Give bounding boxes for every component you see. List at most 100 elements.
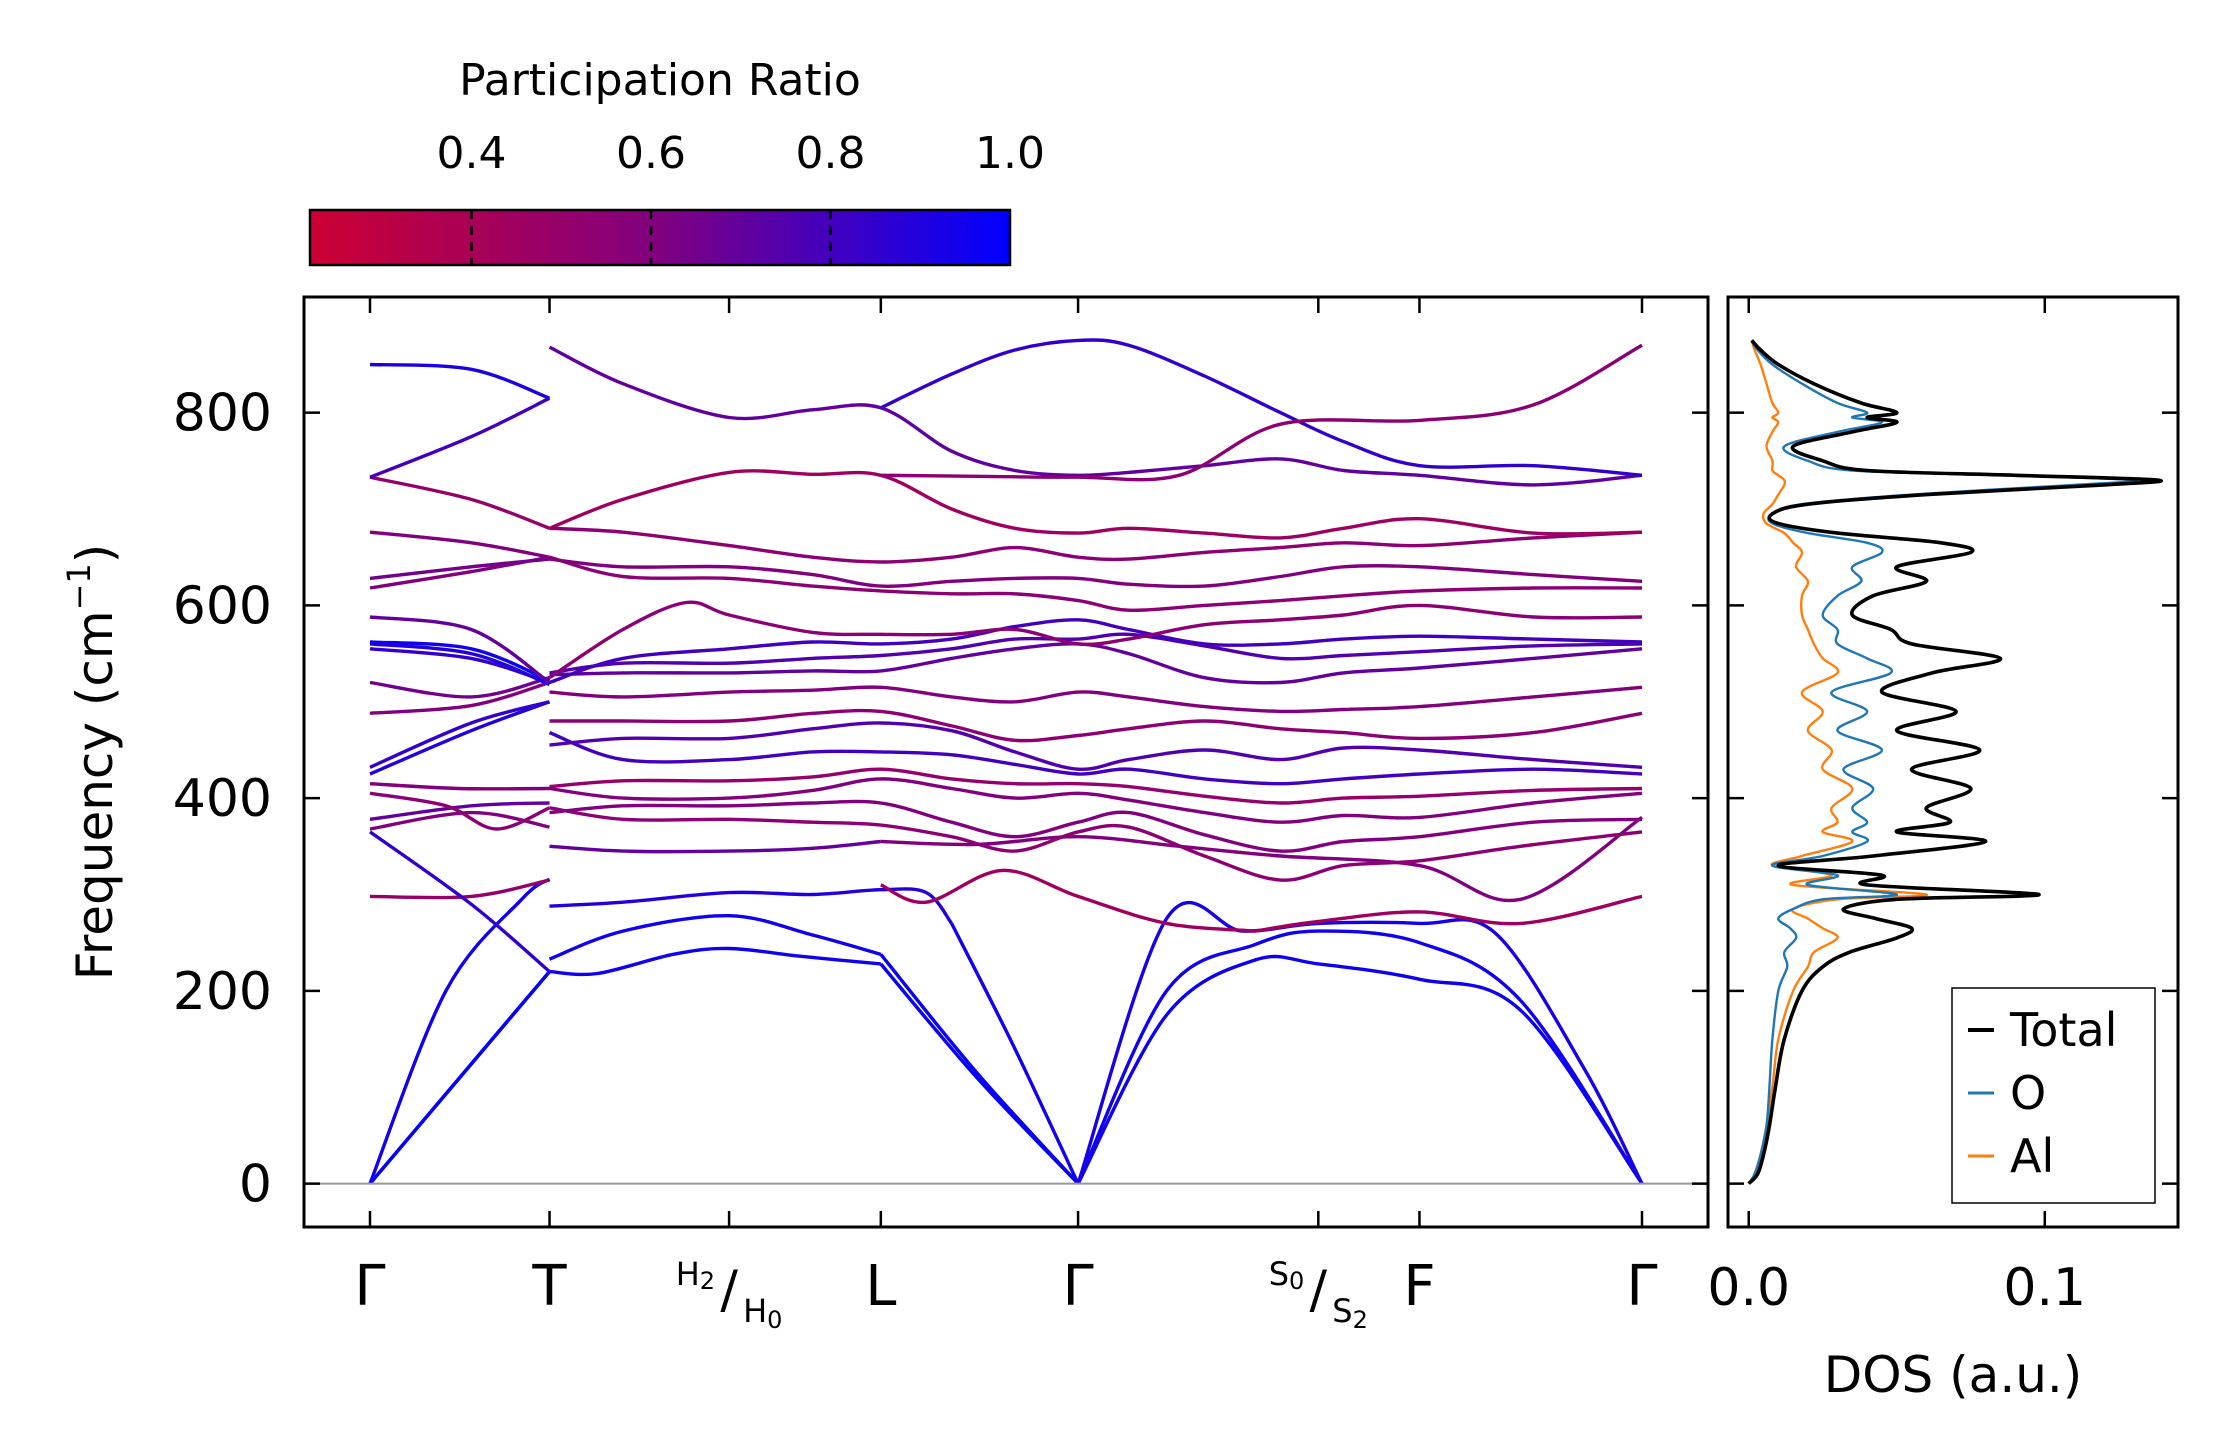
colorbar-tick-label: 0.8	[796, 128, 866, 179]
band-branch-23-segment-1	[369, 362, 551, 400]
band-branch-5-segment-3	[880, 815, 1643, 903]
legend-label-total: Total	[2009, 1003, 2117, 1057]
band-plot-frame	[302, 295, 1710, 1229]
band-branch-9-segment-2	[549, 767, 1643, 805]
band-branch-3-segment-1	[368, 877, 551, 1185]
y-tick-label: 400	[173, 769, 272, 829]
legend-label-al: Al	[2010, 1129, 2054, 1183]
band-branch-8-segment-1	[369, 791, 551, 831]
legend-label-o: O	[2010, 1066, 2046, 1120]
band-branch-7-segment-1	[369, 801, 550, 821]
kpoint-label: Γ	[1062, 1254, 1093, 1319]
kpoint-label: Γ	[1626, 1254, 1657, 1319]
svg-text:H0: H0	[743, 1292, 782, 1334]
band-branch-15-segment-2	[549, 632, 1643, 675]
y-tick-label: 200	[173, 962, 272, 1022]
band-branch-2-segment-4	[1076, 929, 1644, 1185]
dos-x-tick-label: 0.0	[1707, 1258, 1790, 1318]
band-branch-18-segment-2	[549, 555, 1643, 612]
colorbar-label: Participation Ratio	[459, 55, 861, 106]
band-branch-12-segment-1	[369, 680, 550, 715]
dos-panel: 0.0 0.1 DOS (a.u.) Total O Al	[1707, 295, 2180, 1404]
band-branch-2-segment-3	[879, 953, 1080, 1185]
colorbar-tick-label: 0.4	[437, 128, 507, 179]
dos-axis-ticks: 0.0 0.1	[1707, 297, 2178, 1318]
band-branch-21-segment-2	[548, 469, 1643, 540]
kpoint-label: L	[865, 1254, 896, 1319]
colorbar-gradient	[308, 208, 1012, 267]
band-branch-10-segment-1	[369, 700, 551, 776]
band-branch-11-segment-2	[549, 721, 1643, 771]
band-branch-4-segment-1	[369, 878, 550, 900]
band-branch-19-segment-2	[549, 557, 1643, 589]
band-branch-19-segment-1	[369, 557, 550, 581]
svg-text:S2: S2	[1332, 1292, 1368, 1334]
colorbar: Participation Ratio 0.4 0.6 0.8 1.0	[308, 55, 1045, 267]
band-branch-7-segment-2	[549, 799, 1643, 853]
band-branch-16-segment-1	[369, 640, 551, 683]
band-branch-13-segment-1	[369, 676, 550, 699]
band-branch-2-segment-1	[368, 970, 551, 1185]
dos-curve-al	[1747, 340, 1928, 1185]
band-branch-1-segment-2	[549, 946, 881, 977]
svg-text:/: /	[1310, 1260, 1328, 1320]
band-lines	[368, 338, 1644, 1185]
band-branch-21-segment-1	[369, 475, 551, 530]
kpoint-label-fraction: S0/S2	[1269, 1255, 1368, 1334]
band-branch-6-segment-1	[369, 810, 550, 831]
y-axis-ticks: 0 200 400 600 800	[173, 384, 1708, 1215]
band-branch-14-segment-1	[369, 647, 551, 685]
band-branch-16-segment-2	[548, 618, 1643, 685]
band-branch-4-segment-3	[1254, 894, 1643, 933]
band-branch-20-segment-2	[549, 526, 1643, 564]
svg-text:H2: H2	[676, 1255, 715, 1295]
band-branch-1-segment-4	[1076, 954, 1644, 1185]
kpoint-label: T	[531, 1254, 567, 1319]
band-branch-17-segment-2	[548, 600, 1643, 680]
dos-x-tick-label: 0.1	[2003, 1258, 2086, 1318]
svg-text:S0: S0	[1269, 1255, 1305, 1295]
svg-text:/: /	[720, 1260, 738, 1320]
band-branch-15-segment-1	[369, 642, 551, 686]
dos-plot-frame	[1726, 295, 2180, 1229]
band-branch-2-segment-2	[548, 913, 882, 961]
band-branch-4-segment-2	[880, 868, 1256, 933]
band-branch-20-segment-1	[369, 530, 550, 559]
dos-x-axis-label: DOS (a.u.)	[1824, 1346, 2083, 1404]
colorbar-tick-label: 0.6	[616, 128, 686, 179]
dos-curve-o	[1747, 339, 2138, 1185]
kpoint-label-fraction: H2/H0	[676, 1255, 783, 1334]
band-branch-5-segment-1	[369, 830, 551, 973]
band-branch-9-segment-1	[369, 782, 550, 791]
dos-legend: Total O Al	[1951, 987, 2156, 1204]
band-branch-11-segment-1	[369, 700, 550, 769]
band-branch-3-segment-2	[549, 887, 953, 925]
colorbar-tick-label: 1.0	[975, 128, 1045, 179]
band-branch-8-segment-2	[549, 777, 1643, 824]
dos-curve-total	[1747, 339, 2163, 1185]
y-tick-label: 0	[239, 1155, 272, 1215]
band-branch-22-segment-2	[548, 345, 1643, 487]
band-branch-6-segment-2	[549, 806, 1643, 882]
band-branch-3-segment-3	[950, 922, 1080, 1185]
y-tick-label: 600	[173, 576, 272, 636]
kpoint-label: Γ	[354, 1254, 385, 1319]
kpoint-label: F	[1403, 1254, 1435, 1319]
kpoint-ticks: Γ T H2/H0L Γ S0/S2F Γ	[354, 297, 1658, 1334]
colorbar-ticks: 0.4 0.6 0.8 1.0	[437, 128, 1045, 265]
legend-frame	[1951, 987, 2156, 1204]
band-branch-3-segment-4	[1076, 900, 1644, 1185]
band-branch-5-segment-2	[549, 839, 881, 854]
band-branch-12-segment-2	[549, 708, 1643, 743]
dos-curves	[1747, 339, 2163, 1185]
band-branch-10-segment-2	[548, 731, 1643, 786]
band-branch-17-segment-1	[369, 615, 551, 684]
band-branch-13-segment-2	[549, 685, 1643, 714]
band-branch-22-segment-1	[369, 396, 551, 479]
y-axis-label: Frequency (cm−1)	[60, 544, 124, 981]
band-branch-23-segment-2	[880, 338, 1643, 477]
band-branch-24-segment-1	[880, 343, 1643, 482]
y-tick-label: 800	[173, 384, 272, 444]
